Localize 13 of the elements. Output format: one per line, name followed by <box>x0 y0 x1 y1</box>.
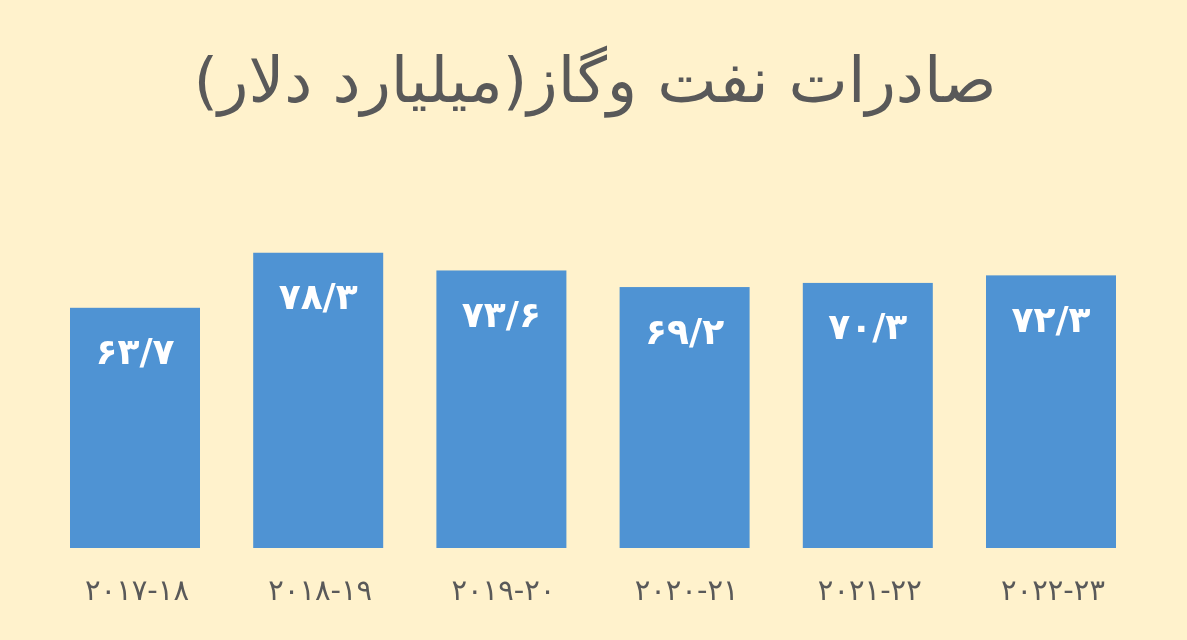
data-label: ۷۳/۶ <box>461 293 541 335</box>
x-tick-label: ۲۰۱۸-۱۹ <box>268 573 373 607</box>
data-label: ۶۳/۷ <box>95 331 175 373</box>
title: صادرات نفت وگاز(میلیارد دلار) <box>193 43 997 117</box>
data-label: ۶۹/۲ <box>645 310 725 352</box>
data-label: ۷۲/۳ <box>1011 298 1091 340</box>
data-label: ۷۰/۳ <box>828 306 908 348</box>
x-tick-label: ۲۰۲۲-۲۳ <box>1001 573 1105 607</box>
data-label: ۷۸/۳ <box>278 276 358 318</box>
x-tick-label: ۲۰۱۷-۱۸ <box>85 573 189 607</box>
x-tick-label: ۲۰۲۱-۲۲ <box>817 573 922 607</box>
x-tick-label: ۲۰۲۰-۲۱ <box>634 573 739 607</box>
x-tick-label: ۲۰۱۹-۲۰ <box>451 573 556 607</box>
